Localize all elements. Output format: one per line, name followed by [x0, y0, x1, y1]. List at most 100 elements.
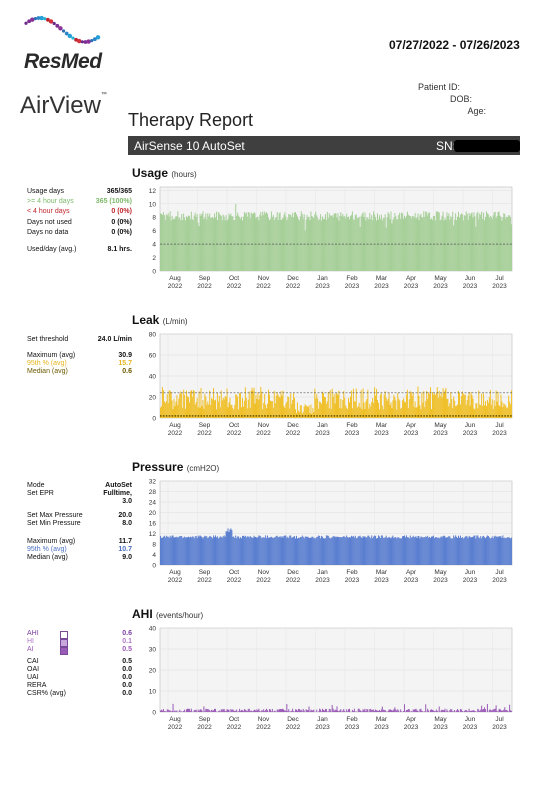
bar [457, 391, 460, 418]
logo-dot [92, 37, 97, 42]
bar [448, 406, 450, 418]
x-tick-label: Apr [406, 275, 417, 282]
bar [330, 537, 332, 565]
bar [330, 215, 332, 271]
bar [354, 215, 356, 271]
bar [265, 709, 267, 712]
bar [477, 211, 479, 271]
bar [259, 710, 261, 712]
bar [469, 536, 471, 565]
bar [187, 215, 189, 271]
bar [503, 403, 505, 418]
bar [205, 213, 207, 271]
bar [283, 709, 285, 712]
x-tick-label: 2023 [345, 283, 360, 290]
bar [365, 401, 367, 418]
median-mark [492, 415, 495, 417]
logo-dot [55, 23, 60, 28]
bar [377, 535, 379, 565]
x-tick-label: Mar [376, 422, 388, 429]
median-mark [463, 415, 466, 417]
median-mark [183, 415, 185, 417]
bar [166, 394, 168, 418]
bar [178, 711, 180, 712]
bar [267, 213, 269, 271]
bar [309, 537, 311, 565]
median-mark [423, 415, 425, 417]
bar [384, 710, 386, 712]
bar [307, 536, 309, 565]
bar [480, 709, 482, 712]
bar [395, 400, 397, 418]
bar [248, 391, 250, 418]
x-tick-label: 2022 [168, 430, 183, 437]
logo-dot [80, 40, 84, 44]
bar [217, 538, 219, 565]
bar [374, 711, 376, 712]
bar [247, 536, 249, 565]
bar [264, 393, 266, 418]
bar [210, 711, 212, 712]
bar [291, 710, 293, 712]
bar [465, 211, 467, 271]
bar [247, 708, 249, 712]
bar [227, 407, 229, 418]
bar [335, 393, 337, 418]
bar [328, 537, 330, 565]
bar [274, 217, 276, 271]
bar [383, 537, 385, 565]
bar [498, 405, 500, 418]
bar [221, 400, 223, 418]
bar [452, 407, 454, 418]
bar [438, 538, 440, 565]
bar [360, 216, 362, 271]
bar [318, 711, 320, 712]
bar [352, 536, 354, 565]
median-mark [324, 415, 327, 417]
x-tick-label: Dec [287, 422, 299, 429]
bar [349, 537, 351, 565]
stat-value: 0 (0%) [111, 219, 132, 226]
bar [459, 214, 461, 271]
bar [437, 537, 439, 565]
bar [273, 537, 275, 565]
bar [303, 710, 305, 712]
bar [221, 220, 223, 271]
median-mark [388, 415, 391, 417]
bar [480, 214, 482, 271]
bar [487, 536, 489, 565]
bar [396, 538, 398, 565]
stat-value: 10.7 [118, 546, 132, 553]
bar [338, 711, 340, 712]
stat-value: Fulltime, [103, 490, 132, 497]
bar [364, 409, 366, 418]
bar [403, 218, 405, 271]
bar [195, 709, 197, 712]
bar [417, 535, 419, 565]
bar [407, 407, 409, 418]
bar [296, 402, 298, 418]
bar [249, 710, 251, 712]
bar [170, 391, 172, 418]
bar [244, 213, 246, 271]
bar [268, 220, 270, 271]
median-mark [238, 415, 240, 417]
median-mark [440, 415, 443, 417]
x-tick-label: 2022 [227, 724, 242, 731]
bar [426, 211, 428, 271]
median-mark [348, 415, 350, 417]
stat-row: Median (avg) 0.6 [27, 368, 132, 375]
logo-dot [74, 37, 78, 42]
bar [286, 704, 288, 712]
bar [488, 397, 490, 418]
bar [228, 213, 230, 271]
x-tick-label: 2022 [227, 577, 242, 584]
bar [378, 409, 380, 418]
bar [280, 709, 282, 712]
bar [245, 212, 247, 271]
bar [248, 708, 250, 712]
bar [174, 218, 176, 271]
bar [376, 710, 378, 712]
stat-value: 0.1 [122, 638, 132, 645]
bar [325, 219, 327, 271]
